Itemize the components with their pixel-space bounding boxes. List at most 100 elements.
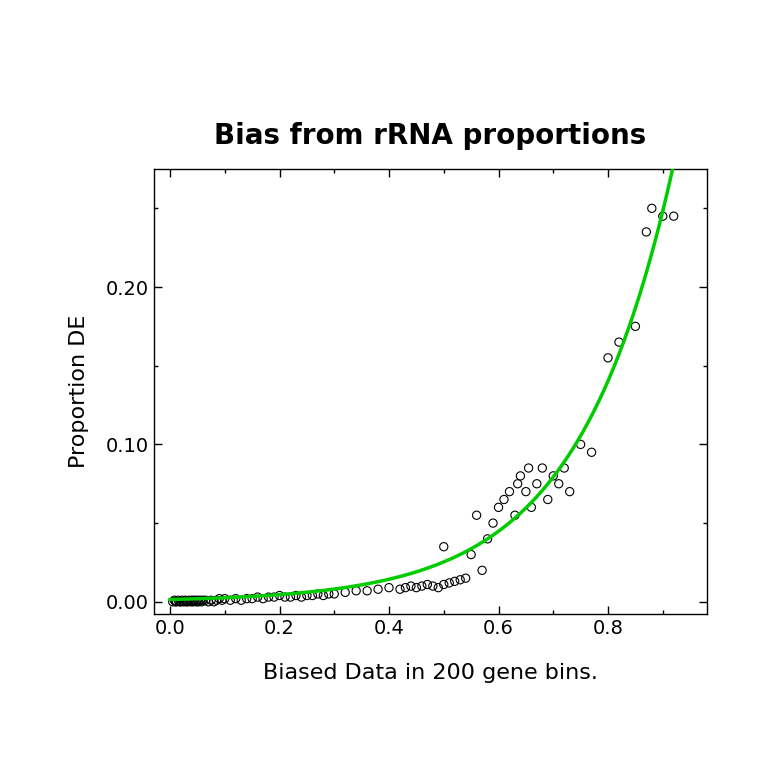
Point (476, 564, 488, 577)
Point (312, 588, 324, 600)
Point (174, 596, 186, 608)
Point (197, 594, 209, 607)
Point (219, 593, 231, 605)
Point (194, 594, 207, 607)
Point (536, 462, 548, 474)
Point (230, 593, 242, 605)
Point (553, 478, 565, 490)
Point (186, 594, 198, 607)
Point (257, 593, 270, 605)
Point (503, 485, 515, 498)
Point (547, 470, 559, 482)
Point (180, 596, 193, 608)
Point (240, 593, 253, 605)
Point (176, 594, 188, 607)
Point (323, 588, 335, 600)
Point (399, 581, 412, 594)
Title: Bias from rRNA proportions: Bias from rRNA proportions (214, 122, 646, 150)
Point (168, 594, 180, 607)
Point (487, 517, 499, 529)
Point (361, 584, 373, 597)
Point (170, 596, 183, 608)
Point (187, 596, 199, 608)
Point (214, 593, 226, 605)
Point (273, 589, 286, 601)
Point (167, 596, 179, 608)
Point (172, 594, 184, 607)
Point (200, 594, 212, 607)
Point (574, 439, 587, 451)
Point (183, 594, 195, 607)
Point (482, 533, 494, 545)
Point (511, 478, 524, 490)
Point (432, 581, 445, 594)
Point (191, 594, 204, 607)
Point (170, 596, 182, 608)
Point (207, 596, 220, 608)
Point (184, 596, 197, 608)
Point (564, 485, 576, 498)
Point (188, 594, 200, 607)
Point (372, 583, 384, 595)
Point (179, 594, 191, 607)
Point (525, 502, 538, 514)
Point (196, 596, 208, 608)
Point (190, 596, 203, 608)
Point (251, 591, 263, 603)
Point (192, 596, 204, 608)
Point (657, 210, 669, 222)
Y-axis label: Proportion DE: Proportion DE (69, 315, 89, 468)
Point (177, 596, 190, 608)
Point (205, 594, 217, 607)
Point (427, 580, 439, 592)
Point (459, 572, 472, 584)
Point (410, 581, 422, 594)
Point (602, 352, 614, 364)
Point (415, 580, 428, 592)
Point (328, 588, 340, 600)
Point (438, 541, 450, 553)
Point (350, 584, 362, 597)
Point (498, 493, 510, 505)
Point (175, 596, 187, 608)
Point (454, 574, 466, 586)
Point (339, 586, 352, 598)
Point (224, 594, 237, 607)
Point (394, 583, 406, 595)
Point (471, 509, 483, 521)
Point (268, 591, 280, 603)
Point (290, 589, 302, 601)
Point (216, 594, 228, 607)
Point (421, 578, 433, 591)
Point (210, 594, 223, 607)
Point (383, 581, 396, 594)
Point (667, 210, 680, 222)
Point (585, 446, 598, 458)
Point (301, 589, 313, 601)
Point (438, 578, 450, 591)
Point (306, 589, 319, 601)
Point (465, 548, 477, 561)
Point (246, 593, 258, 605)
Point (520, 485, 532, 498)
Point (492, 502, 505, 514)
Point (515, 470, 527, 482)
Point (263, 591, 275, 603)
Point (646, 202, 658, 214)
Point (531, 478, 543, 490)
Point (522, 462, 535, 474)
Point (508, 509, 521, 521)
Point (443, 577, 455, 589)
Point (449, 575, 461, 588)
Point (558, 462, 571, 474)
Point (284, 591, 296, 603)
Point (181, 596, 194, 608)
Point (295, 591, 307, 603)
Point (317, 589, 329, 601)
Point (629, 320, 641, 333)
Point (641, 226, 653, 238)
X-axis label: Biased Data in 200 gene bins.: Biased Data in 200 gene bins. (263, 664, 598, 684)
Point (279, 591, 291, 603)
Point (613, 336, 625, 348)
Point (202, 596, 214, 608)
